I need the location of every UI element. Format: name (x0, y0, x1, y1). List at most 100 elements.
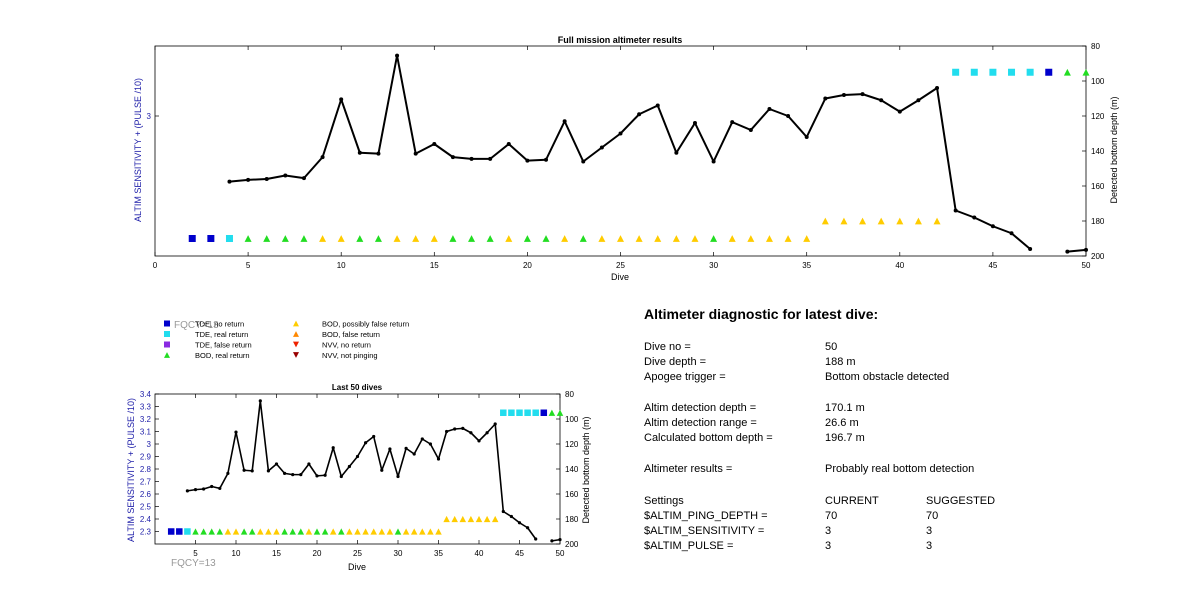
setting-current: 3 (825, 540, 832, 552)
y-tick-label: 2.7 (140, 478, 152, 487)
legend-label: BOD, false return (322, 330, 380, 339)
depth-point (562, 119, 567, 124)
chart-title: Last 50 dives (332, 383, 383, 392)
setting-current: 70 (825, 510, 838, 522)
diagnostic-label: Altim detection range = (644, 417, 757, 429)
altimeter-marker-bod-possibly-false-return (617, 235, 624, 242)
depth-point (860, 92, 865, 97)
y2-tick-label: 180 (1091, 217, 1105, 226)
depth-point (436, 457, 441, 461)
depth-point (674, 150, 679, 155)
altimeter-marker-bod-possibly-false-return (430, 235, 438, 242)
legend-marker-triangle-down-icon (293, 341, 299, 348)
altimeter-marker-bod-possibly-false-return (427, 528, 434, 535)
x-tick-label: 20 (313, 549, 322, 558)
depth-point (380, 468, 384, 472)
altimeter-marker-bod-possibly-false-return (840, 217, 848, 225)
altimeter-marker-tde-real-return (500, 409, 507, 416)
x-axis-label: Dive (611, 272, 629, 282)
y2-tick-label: 180 (565, 515, 579, 524)
altimeter-marker-tde-real-return (225, 235, 233, 242)
diagnostic-value: 196.7 m (825, 432, 865, 444)
diagnostic-label: Dive no = (644, 341, 691, 353)
x-tick-label: 30 (394, 549, 403, 558)
depth-point (526, 526, 530, 530)
y-tick-label: 2.9 (140, 453, 152, 462)
depth-point (450, 155, 455, 160)
depth-point (445, 429, 449, 434)
y2-tick-label: 80 (565, 390, 574, 399)
depth-point (469, 156, 474, 161)
depth-point (299, 473, 303, 477)
depth-point (404, 446, 408, 450)
altimeter-marker-tde-no-return (207, 235, 215, 242)
depth-point (953, 208, 958, 213)
depth-point (1065, 249, 1070, 254)
altimeter-marker-bod-real-return (200, 528, 207, 535)
altimeter-marker-bod-possibly-false-return (784, 235, 792, 242)
diagnostic-row: Altimeter results = Probably real bottom… (644, 463, 1184, 477)
depth-point (879, 98, 884, 103)
altimeter-marker-bod-possibly-false-return (354, 528, 361, 535)
depth-point (618, 131, 623, 136)
depth-point (767, 107, 772, 111)
altimeter-marker-tde-real-return (508, 409, 515, 416)
x-tick-label: 35 (802, 261, 811, 270)
diagnostic-row: Altim detection depth = 170.1 m (644, 402, 1184, 416)
altimeter-marker-bod-possibly-false-return (378, 528, 386, 535)
altimeter-marker-bod-real-return (263, 235, 271, 242)
x-tick-label: 35 (434, 549, 443, 558)
altimeter-marker-bod-possibly-false-return (635, 235, 643, 242)
altimeter-marker-bod-real-return (548, 409, 556, 416)
depth-point (323, 473, 327, 477)
altimeter-marker-bod-real-return (394, 528, 402, 535)
legend-marker-triangle-up-icon (164, 352, 170, 358)
depth-point (550, 539, 554, 543)
depth-point (266, 469, 270, 473)
altimeter-marker-bod-real-return (281, 235, 289, 242)
depth-point (264, 177, 269, 181)
altimeter-marker-bod-real-return (1082, 68, 1090, 76)
depth-point (488, 156, 493, 161)
altimeter-marker-bod-possibly-false-return (386, 528, 394, 535)
depth-point (234, 430, 238, 434)
altimeter-marker-bod-possibly-false-return (319, 235, 327, 242)
diagnostic-row: Dive no = 50 (644, 341, 1184, 355)
altimeter-marker-bod-possibly-false-return (747, 235, 755, 242)
legend-marker-triangle-up-icon (293, 331, 299, 337)
depth-point (1028, 247, 1033, 251)
altimeter-marker-bod-real-return (486, 235, 494, 242)
diagnostic-label: Altim detection depth = (644, 402, 757, 414)
depth-point (320, 155, 325, 160)
altimeter-marker-bod-possibly-false-return (443, 515, 450, 523)
y-tick-label: 2.6 (140, 490, 152, 499)
altimeter-marker-bod-possibly-false-return (505, 235, 513, 242)
altimeter-marker-bod-real-return (240, 528, 248, 535)
altimeter-marker-bod-possibly-false-return (491, 515, 499, 523)
legend-label: BOD, possibly false return (322, 320, 409, 329)
altimeter-marker-bod-possibly-false-return (765, 235, 773, 242)
altimeter-marker-tde-no-return (540, 409, 548, 416)
altimeter-marker-bod-possibly-false-return (654, 235, 662, 242)
diagnostic-value: Bottom obstacle detected (825, 371, 950, 383)
y-tick-label: 2.5 (140, 503, 152, 512)
altimeter-marker-bod-possibly-false-return (914, 217, 922, 225)
x-tick-label: 25 (353, 549, 362, 558)
diagnostic-label: Dive depth = (644, 356, 707, 368)
altimeter-marker-bod-possibly-false-return (475, 515, 483, 523)
altimeter-marker-bod-possibly-false-return (273, 528, 280, 535)
depth-point (599, 145, 604, 150)
depth-point (388, 447, 392, 451)
altimeter-marker-tde-real-return (1008, 68, 1016, 76)
depth-series-line (1067, 248, 1087, 253)
y-tick-label: 3.2 (140, 415, 152, 424)
x-tick-label: 45 (988, 261, 997, 270)
diagnostic-value: Probably real bottom detection (825, 463, 975, 475)
depth-point (804, 135, 809, 139)
depth-point (581, 159, 586, 164)
altimeter-marker-bod-possibly-false-return (224, 528, 232, 535)
altimeter-marker-bod-possibly-false-return (329, 528, 337, 535)
setting-name: $ALTIM_PULSE = (644, 540, 734, 552)
x-tick-label: 50 (556, 549, 565, 558)
legend-marker-triangle-up-icon (293, 320, 299, 327)
